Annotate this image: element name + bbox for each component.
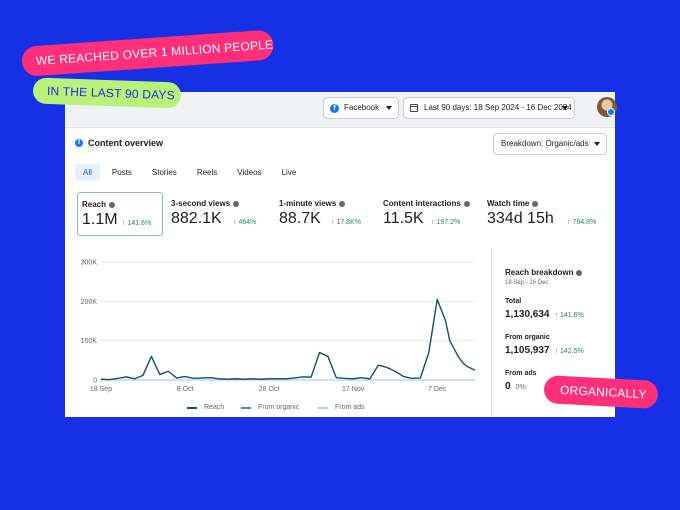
metric-value: 882.1K bbox=[171, 210, 222, 227]
content-overview-title: Content overview bbox=[88, 138, 164, 148]
metric-label: Watch time bbox=[487, 199, 530, 208]
legend-label: From organic bbox=[258, 404, 300, 411]
info-icon[interactable] bbox=[233, 200, 240, 207]
breakdown-date-range: 18 Sep - 16 Dec bbox=[505, 280, 549, 286]
organically-sticker: ORGANICALLY bbox=[543, 375, 659, 409]
x-tick-label: 17 Nov bbox=[342, 386, 365, 393]
metric-1-minute-views[interactable]: 1-minute views 88.7K ↑ 17.8K% bbox=[275, 192, 375, 236]
tab-stories[interactable]: Stories bbox=[151, 168, 177, 177]
metric-change: ↑ 464% bbox=[233, 219, 257, 226]
info-icon[interactable] bbox=[576, 269, 583, 276]
info-icon[interactable] bbox=[339, 200, 346, 207]
metric-value: 88.7K bbox=[279, 210, 321, 227]
breakdown-organic-value: 1,105,937 bbox=[505, 345, 550, 356]
legend-swatch bbox=[318, 406, 328, 409]
tab-all[interactable]: All bbox=[75, 164, 100, 181]
chevron-down-icon bbox=[386, 106, 392, 110]
tab-reels[interactable]: Reels bbox=[196, 168, 218, 177]
legend-swatch bbox=[241, 406, 251, 409]
breakdown-label: Breakdown: Organic/ads bbox=[501, 139, 589, 148]
breakdown-title: Reach breakdown bbox=[505, 268, 574, 277]
legend-from-organic[interactable]: From organic bbox=[241, 404, 299, 411]
tab-videos[interactable]: Videos bbox=[237, 168, 262, 177]
legend-swatch bbox=[187, 406, 197, 409]
metric-value: 1.1M bbox=[82, 211, 118, 228]
metric-watch-time[interactable]: Watch time 334d 15h ↑ 794.8% bbox=[483, 192, 609, 236]
metric-change: ↑ 141.6% bbox=[122, 220, 152, 227]
legend-label: Reach bbox=[204, 404, 225, 411]
metric-change: ↑ 17.8K% bbox=[331, 219, 361, 226]
headline-sticker: WE REACHED OVER 1 MILLION PEOPLE bbox=[20, 29, 275, 77]
top-bar: f Facebook Last 90 days: 18 Sep 2024 - 1… bbox=[65, 92, 617, 128]
breakdown-organic: From organic 1,105,937 ↑ 142.5% bbox=[505, 334, 584, 356]
metric-label: Content interactions bbox=[383, 199, 461, 208]
date-range-label: Last 90 days: 18 Sep 2024 - 16 Dec 2024 bbox=[424, 103, 572, 112]
tab-posts[interactable]: Posts bbox=[111, 168, 132, 177]
breakdown-dropdown[interactable]: Breakdown: Organic/ads bbox=[493, 133, 607, 155]
y-tick-label: 300K bbox=[81, 260, 98, 267]
breakdown-organic-change: ↑ 142.5% bbox=[554, 348, 584, 355]
y-tick-label: 200K bbox=[81, 299, 98, 306]
info-icon[interactable] bbox=[109, 201, 116, 208]
x-tick-label: 28 Oct bbox=[259, 386, 280, 393]
y-tick-label: 100K bbox=[81, 338, 98, 345]
platform-dropdown[interactable]: f Facebook bbox=[323, 97, 399, 119]
metric-change: ↑ 197.2% bbox=[431, 219, 461, 226]
section-title: f Content overview bbox=[75, 138, 163, 148]
breakdown-total-label: Total bbox=[505, 298, 522, 305]
reach-line-chart: 300K 200K 100K 018 Sep 8 Oct 28 Oct 17 Nov 7 De… bbox=[81, 260, 476, 393]
date-range-dropdown[interactable]: Last 90 days: 18 Sep 2024 - 16 Dec 2024 bbox=[403, 97, 575, 119]
subline-sticker: IN THE LAST 90 DAYS bbox=[32, 77, 182, 109]
dashboard-card: f Facebook Last 90 days: 18 Sep 2024 - 1… bbox=[65, 92, 617, 417]
chevron-down-icon bbox=[562, 106, 568, 110]
facebook-badge-icon bbox=[607, 108, 615, 116]
metric-change: ↑ 794.8% bbox=[567, 219, 597, 226]
metric-reach[interactable]: Reach 1.1M ↑ 141.6% bbox=[77, 192, 163, 236]
y-tick-label: 0 bbox=[93, 378, 97, 385]
breakdown-ads-change: 0% bbox=[515, 384, 526, 391]
metric-3-second-views[interactable]: 3-second views 882.1K ↑ 464% bbox=[167, 192, 271, 236]
calendar-icon bbox=[410, 104, 418, 112]
facebook-icon: f bbox=[330, 103, 339, 113]
info-icon[interactable] bbox=[532, 200, 539, 207]
metric-value: 11.5K bbox=[383, 210, 424, 227]
metric-content-interactions[interactable]: Content interactions 11.5K ↑ 197.2% bbox=[379, 192, 483, 236]
metric-value: 334d 15h bbox=[487, 210, 554, 227]
breakdown-total: Total 1,130,634 ↑ 141.6% bbox=[505, 298, 584, 320]
legend-reach[interactable]: Reach bbox=[187, 404, 224, 411]
breakdown-ads-label: From ads bbox=[505, 370, 537, 377]
breakdown-organic-label: From organic bbox=[505, 334, 550, 341]
breakdown-ads-value: 0 bbox=[505, 381, 511, 392]
breakdown-ads: From ads 0 0% bbox=[505, 370, 537, 392]
legend-from-ads[interactable]: From ads bbox=[318, 404, 365, 411]
metric-label: 1-minute views bbox=[279, 199, 337, 208]
info-icon[interactable] bbox=[463, 200, 470, 207]
legend-label: From ads bbox=[335, 404, 365, 411]
tab-live[interactable]: Live bbox=[281, 168, 297, 177]
series-line-reach[interactable] bbox=[100, 298, 476, 381]
breakdown-total-value: 1,130,634 bbox=[505, 309, 550, 320]
platform-label: Facebook bbox=[344, 103, 380, 112]
breakdown-total-change: ↑ 141.6% bbox=[554, 312, 584, 319]
divider bbox=[491, 248, 492, 416]
metrics-row: Reach 1.1M ↑ 141.6% 3-second views 882.1… bbox=[77, 192, 609, 236]
facebook-icon: f bbox=[75, 139, 83, 147]
reach-breakdown-panel: Reach breakdown 18 Sep - 16 Dec Total 1,… bbox=[505, 268, 605, 392]
content-tabs: All Posts Stories Reels Videos Live bbox=[75, 164, 304, 181]
chevron-down-icon bbox=[594, 142, 600, 146]
x-tick-label: 8 Oct bbox=[177, 386, 194, 393]
metric-label: 3-second views bbox=[171, 199, 231, 208]
metric-label: Reach bbox=[82, 200, 107, 209]
x-tick-label: 7 Dec bbox=[428, 386, 447, 393]
x-tick-label: 18 Sep bbox=[90, 386, 112, 393]
